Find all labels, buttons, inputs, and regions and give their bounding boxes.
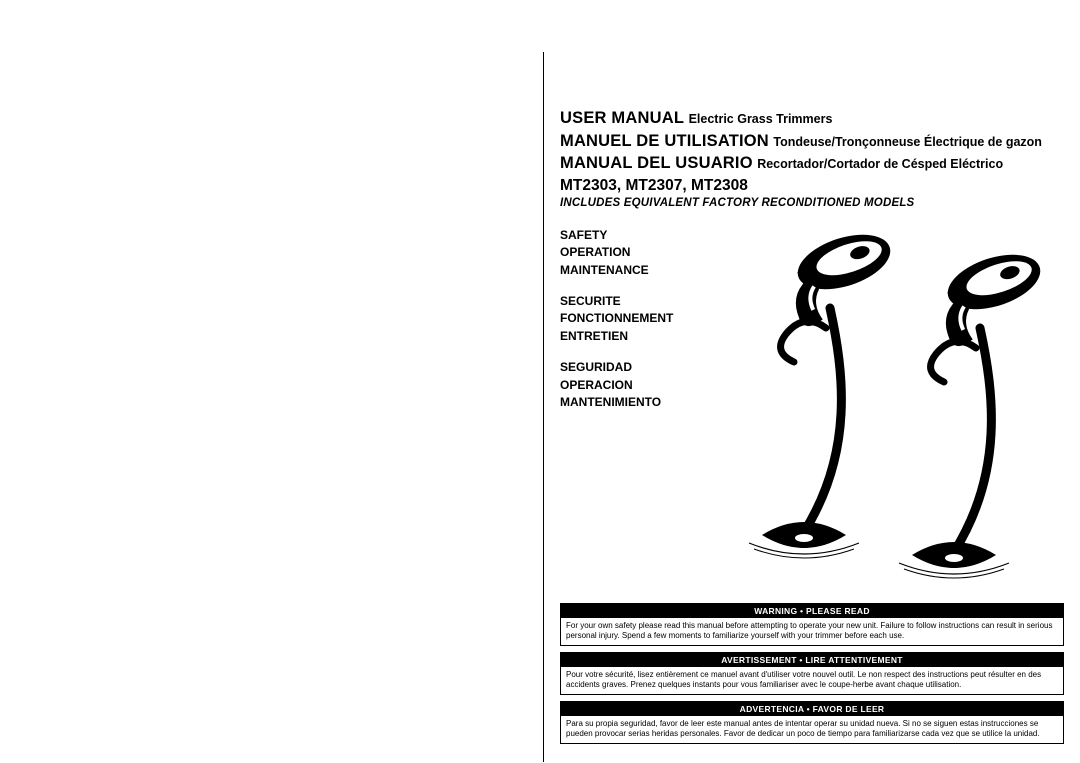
title-es: MANUAL DEL USUARIO Recortador/Cortador d… bbox=[560, 152, 1064, 175]
manual-cover-page: USER MANUAL Electric Grass Trimmers MANU… bbox=[543, 52, 1080, 762]
title-en-sub: Electric Grass Trimmers bbox=[689, 112, 833, 126]
warning-es: ADVERTENCIA • FAVOR DE LEER Para su prop… bbox=[560, 701, 1064, 744]
warning-en: WARNING • PLEASE READ For your own safet… bbox=[560, 603, 1064, 646]
warning-es-body: Para su propia seguridad, favor de leer … bbox=[561, 716, 1063, 743]
title-fr: MANUEL DE UTILISATION Tondeuse/Tronçonne… bbox=[560, 130, 1064, 153]
product-illustration bbox=[734, 232, 1064, 612]
title-es-big: MANUAL DEL USUARIO bbox=[560, 154, 753, 172]
model-numbers: MT2303, MT2307, MT2308 bbox=[560, 177, 1064, 195]
warning-en-body: For your own safety please read this man… bbox=[561, 618, 1063, 645]
warning-fr: AVERTISSEMENT • LIRE ATTENTIVEMENT Pour … bbox=[560, 652, 1064, 695]
warning-es-head: ADVERTENCIA • FAVOR DE LEER bbox=[561, 702, 1063, 716]
warnings: WARNING • PLEASE READ For your own safet… bbox=[560, 603, 1064, 744]
warning-en-head: WARNING • PLEASE READ bbox=[561, 604, 1063, 618]
warning-fr-body: Pour votre sécurité, lisez entièrement c… bbox=[561, 667, 1063, 694]
title-fr-sub: Tondeuse/Tronçonneuse Électrique de gazo… bbox=[773, 135, 1042, 149]
title-en: USER MANUAL Electric Grass Trimmers bbox=[560, 107, 1064, 130]
subtitle: INCLUDES EQUIVALENT FACTORY RECONDITIONE… bbox=[560, 197, 1064, 209]
title-es-sub: Recortador/Cortador de Césped Eléctrico bbox=[757, 157, 1003, 171]
title-block: USER MANUAL Electric Grass Trimmers MANU… bbox=[560, 107, 1064, 209]
title-en-big: USER MANUAL bbox=[560, 109, 684, 127]
title-fr-big: MANUEL DE UTILISATION bbox=[560, 132, 769, 150]
warning-fr-head: AVERTISSEMENT • LIRE ATTENTIVEMENT bbox=[561, 653, 1063, 667]
